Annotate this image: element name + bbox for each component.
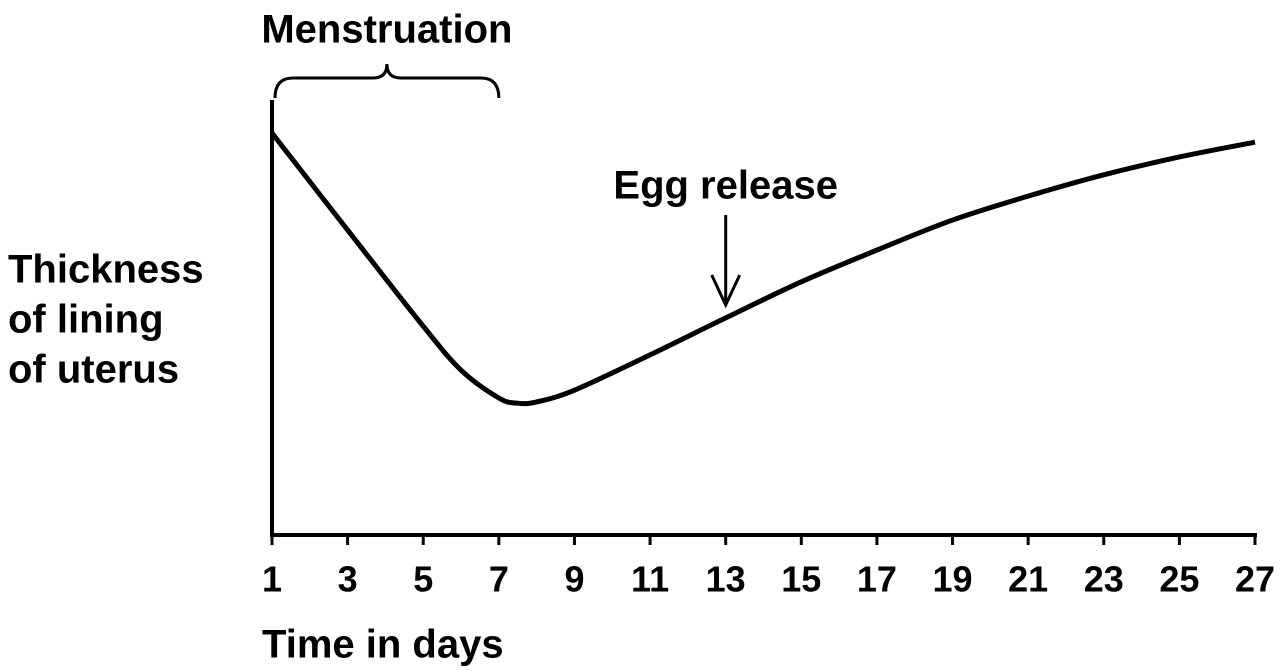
x-tick-label: 3 (338, 559, 358, 600)
x-tick-label: 21 (1008, 559, 1048, 600)
x-tick-label: 23 (1084, 559, 1124, 600)
y-axis-label: Thickness (8, 248, 204, 292)
x-axis-label: Time in days (262, 623, 504, 667)
x-tick-label: 13 (706, 559, 746, 600)
line-series (270, 131, 1256, 407)
brace (273, 63, 501, 99)
annotation: Menstruation (261, 8, 512, 52)
x-tick-label: 9 (564, 559, 584, 600)
arrow-head (710, 274, 742, 309)
x-tick-label: 7 (489, 559, 509, 600)
y-axis-label: of uterus (8, 348, 179, 392)
x-tick-label: 15 (781, 559, 821, 600)
y-axis-label: of lining (8, 298, 164, 342)
x-tick-label: 19 (933, 559, 973, 600)
x-tick-label: 5 (413, 559, 433, 600)
x-tick-label: 17 (857, 559, 897, 600)
x-tick-label: 27 (1235, 559, 1275, 600)
x-tick-label: 11 (631, 559, 669, 600)
x-tick-label: 1 (262, 559, 282, 600)
x-tick-label: 25 (1159, 559, 1199, 600)
annotation: Egg release (613, 164, 838, 208)
